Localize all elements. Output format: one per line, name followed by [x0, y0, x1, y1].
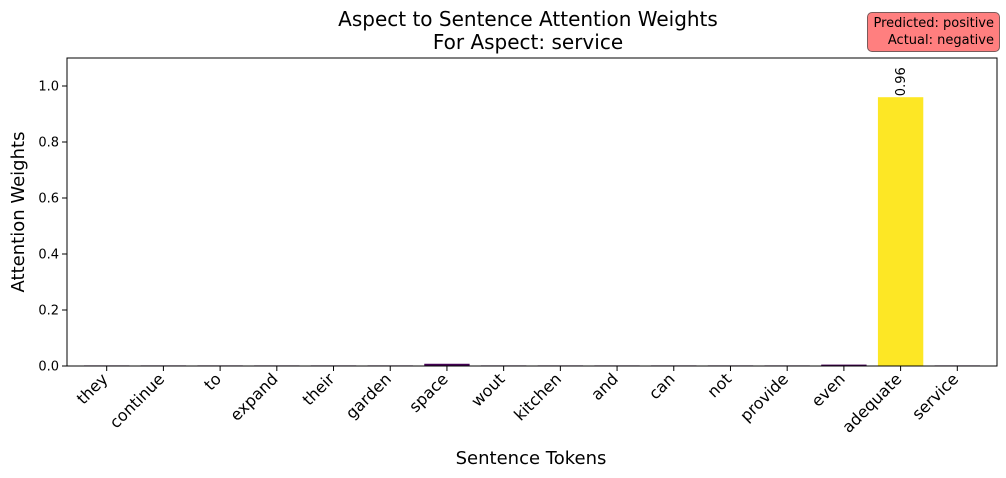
x-axis-label: Sentence Tokens	[456, 448, 607, 469]
y-tick-label: 0.0	[38, 360, 59, 375]
y-tick-label: 0.2	[38, 304, 59, 319]
chart-title: Aspect to Sentence Attention Weights	[338, 7, 718, 31]
x-tick-label: adequate	[838, 369, 905, 436]
y-tick-label: 0.8	[38, 136, 59, 151]
x-tick-label: wout	[467, 369, 508, 410]
plot-frame	[66, 57, 998, 367]
x-tick-label: their	[299, 369, 339, 409]
y-tick-label: 0.6	[38, 192, 59, 207]
x-tick-label: garden	[342, 369, 395, 422]
chart-subtitle: For Aspect: service	[433, 30, 623, 54]
x-tick-label: to	[200, 369, 225, 394]
predicted-label: Predicted: positive	[873, 16, 994, 31]
x-tick-label: they	[73, 369, 112, 408]
x-tick-label: expand	[226, 369, 281, 424]
x-tick-label: not	[703, 369, 735, 401]
y-tick-label: 1.0	[38, 80, 59, 95]
x-tick-label: service	[908, 369, 962, 423]
y-axis-label: Attention Weights	[8, 132, 29, 293]
x-tick-label: even	[807, 369, 848, 410]
bar-even	[821, 364, 867, 366]
x-tick-label: continue	[106, 369, 169, 432]
y-tick-label: 0.4	[38, 248, 59, 263]
x-tick-label: can	[645, 369, 679, 403]
x-tick-label: and	[587, 369, 622, 404]
prediction-box: Predicted: positive Actual: negative	[867, 12, 1000, 52]
x-tick-label: space	[405, 369, 452, 416]
bar-adequate	[877, 97, 924, 366]
x-tick-label: kitchen	[510, 369, 565, 424]
bar-value-label: 0.96	[894, 67, 909, 96]
bar-space	[424, 363, 470, 366]
actual-label: Actual: negative	[887, 33, 994, 48]
x-tick-label: provide	[736, 369, 792, 425]
